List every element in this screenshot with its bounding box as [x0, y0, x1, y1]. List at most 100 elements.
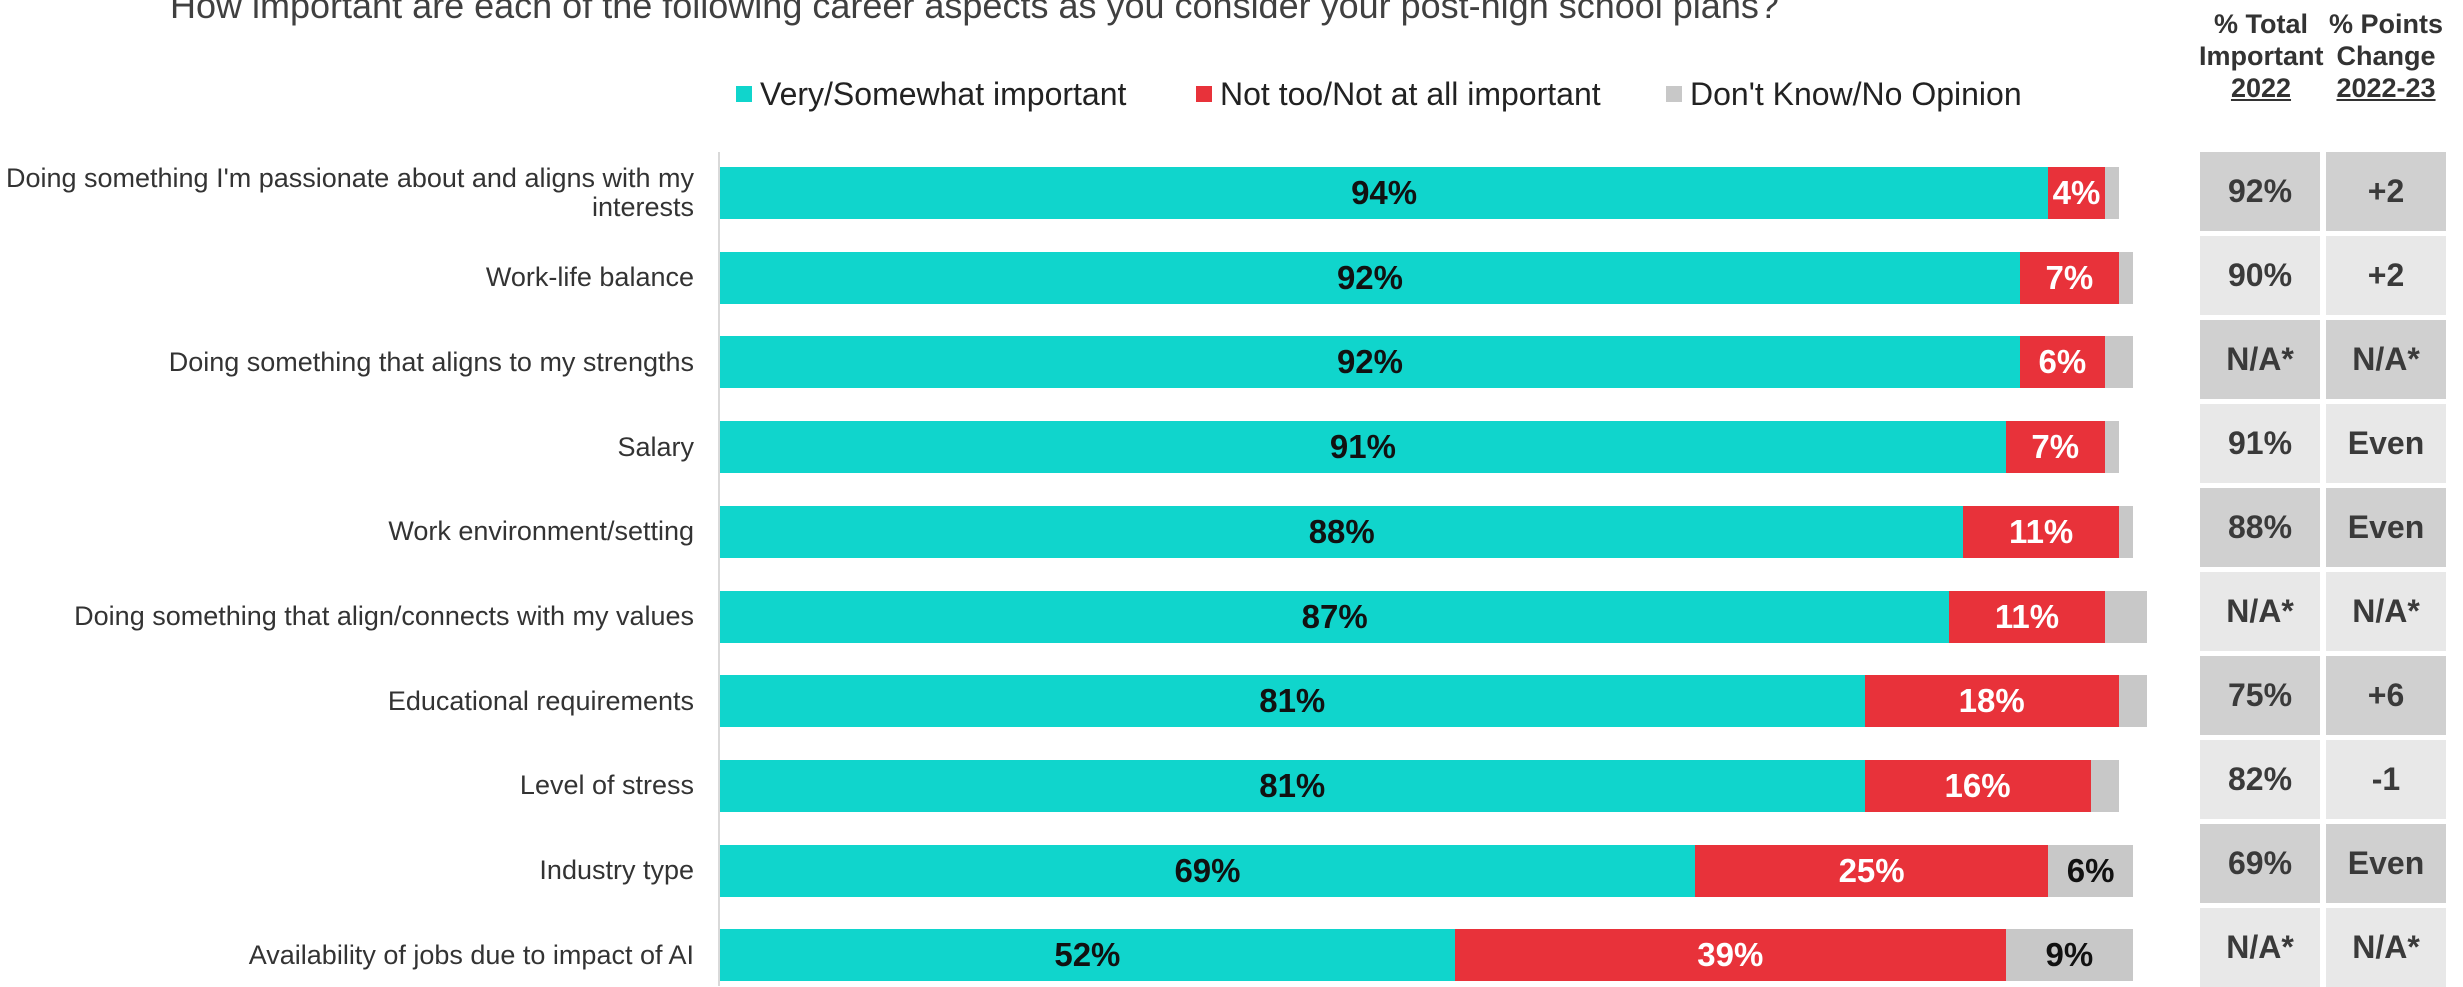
bar-segment-not-too-not-at-all-important-2 — [2019, 251, 2119, 304]
category-axis-line — [718, 152, 720, 986]
table-cell-change-10: N/A* — [2326, 908, 2446, 987]
data-label-very-somewhat-important-5: 88% — [1308, 512, 1375, 550]
bar-segment-don-t-know-no-opinion-6 — [2104, 590, 2148, 643]
data-label-very-somewhat-important-8: 81% — [1259, 766, 1326, 804]
bar-segment-not-too-not-at-all-important-1 — [2048, 167, 2105, 219]
data-label-not-too-not-at-all-important-8: 16% — [1944, 766, 2011, 804]
table-cell-total-2022-5: 88% — [2200, 488, 2320, 567]
bar-segment-not-too-not-at-all-important-7 — [1864, 675, 2119, 728]
data-label-not-too-not-at-all-important-10: 39% — [1697, 936, 1764, 974]
data-label-not-too-not-at-all-important-7: 18% — [1958, 682, 2025, 720]
table-cell-change-3: N/A* — [2326, 320, 2446, 399]
data-label-not-too-not-at-all-important-4: 7% — [2031, 428, 2080, 466]
data-label-not-too-not-at-all-important-3: 6% — [2038, 343, 2087, 381]
data-label-very-somewhat-important-1: 94% — [1351, 174, 1418, 211]
bar-segment-very-somewhat-important-8 — [720, 759, 1865, 812]
legend-label-not-important: Not too/Not at all important — [1220, 76, 1601, 112]
bar-segment-not-too-not-at-all-important-4 — [2005, 421, 2105, 474]
bar-segment-not-too-not-at-all-important-8 — [1864, 759, 2091, 812]
category-label-level-of-stress: Level of stress — [519, 770, 694, 801]
table-header-total-line2: Important — [2199, 41, 2324, 71]
data-label-not-too-not-at-all-important-5: 11% — [2009, 512, 2074, 550]
bar-segment-very-somewhat-important-7 — [720, 675, 1865, 728]
category-label-industry-type: Industry type — [539, 855, 694, 886]
table-cell-total-2022-3: N/A* — [2200, 320, 2320, 399]
bar-segment-not-too-not-at-all-important-6 — [1949, 590, 2105, 643]
legend-label-very-important: Very/Somewhat important — [760, 76, 1127, 112]
bar-segment-very-somewhat-important-5 — [720, 505, 1964, 558]
data-label-very-somewhat-important-7: 81% — [1259, 682, 1326, 720]
category-label-doing-something-that-aligns-to-my-streng: Doing something that aligns to my streng… — [168, 346, 694, 377]
table-cell-total-2022-6: N/A* — [2200, 572, 2320, 651]
table-header-change: % Points Change 2022-23 — [2324, 8, 2448, 104]
bar-segment-not-too-not-at-all-important-9 — [1694, 844, 2049, 897]
data-label-not-too-not-at-all-important-9: 25% — [1838, 851, 1905, 889]
bar-segment-don-t-know-no-opinion-2 — [2118, 251, 2133, 304]
bar-segment-very-somewhat-important-9 — [720, 844, 1695, 897]
data-label-very-somewhat-important-10: 52% — [1054, 936, 1121, 974]
table-cell-change-4: Even — [2326, 404, 2446, 483]
bar-segment-don-t-know-no-opinion-5 — [2118, 505, 2133, 558]
bar-segment-not-too-not-at-all-important-3 — [2019, 336, 2105, 389]
bar-segment-don-t-know-no-opinion-7 — [2118, 675, 2148, 728]
legend-item-very-important: Very/Somewhat important — [736, 76, 1126, 112]
legend-item-dont-know: Don't Know/No Opinion — [1666, 76, 2022, 112]
category-label-educational-requirements: Educational requirements — [387, 685, 694, 716]
bar-segment-not-too-not-at-all-important-5 — [1963, 505, 2119, 558]
bar-segment-don-t-know-no-opinion-8 — [2090, 759, 2119, 812]
bar-segment-don-t-know-no-opinion-9 — [2048, 844, 2133, 897]
bar-segment-don-t-know-no-opinion-10 — [2005, 929, 2133, 982]
bar-segment-very-somewhat-important-6 — [720, 590, 1950, 643]
table-cell-total-2022-10: N/A* — [2200, 908, 2320, 987]
table-cell-total-2022-7: 75% — [2200, 656, 2320, 735]
bar-segment-don-t-know-no-opinion-3 — [2104, 336, 2133, 389]
category-label-availability-of-jobs-due-to-impact-of-ai: Availability of jobs due to impact of AI — [248, 939, 694, 970]
data-label-very-somewhat-important-9: 69% — [1174, 851, 1241, 889]
category-label-work-environment-setting: Work environment/setting — [388, 516, 694, 547]
data-label-very-somewhat-important-3: 92% — [1336, 343, 1403, 381]
legend-swatch-not-important — [1196, 85, 1212, 102]
table-cell-total-2022-9: 69% — [2200, 824, 2320, 903]
bar-segment-very-somewhat-important-2 — [720, 251, 2020, 304]
table-header-total-line3: 2022 — [2230, 73, 2292, 103]
bar-segment-very-somewhat-important-1 — [720, 167, 2049, 219]
data-label-don-t-know-no-opinion-10: 9% — [2045, 936, 2094, 974]
data-label-very-somewhat-important-2: 92% — [1336, 258, 1403, 296]
data-label-very-somewhat-important-6: 87% — [1301, 597, 1368, 635]
bar-segment-very-somewhat-important-3 — [720, 336, 2020, 389]
data-label-not-too-not-at-all-important-6: 11% — [1994, 597, 2060, 635]
table-cell-change-6: N/A* — [2326, 572, 2446, 651]
table-cell-total-2022-8: 82% — [2200, 740, 2320, 819]
category-label-work-life-balance: Work-life balance — [485, 262, 694, 293]
legend-item-not-important: Not too/Not at all important — [1196, 76, 1601, 112]
data-label-don-t-know-no-opinion-9: 6% — [2066, 851, 2115, 889]
table-cell-change-2: +2 — [2326, 236, 2446, 315]
legend-swatch-very-important — [736, 85, 752, 102]
bar-segment-don-t-know-no-opinion-4 — [2104, 421, 2119, 474]
category-label-salary: Salary — [617, 431, 694, 462]
category-label-doing-something-that-align-connects-with: Doing something that align/connects with… — [74, 601, 694, 631]
table-cell-change-9: Even — [2326, 824, 2446, 903]
table-cell-total-2022-2: 90% — [2200, 236, 2320, 315]
table-cell-total-2022-4: 91% — [2200, 404, 2320, 483]
table-header-total-2022: % Total Important 2022 — [2199, 8, 2324, 104]
legend-swatch-dont-know — [1666, 85, 1682, 102]
chart-title: How important are each of the following … — [170, 0, 1779, 26]
bar-segment-not-too-not-at-all-important-10 — [1454, 929, 2006, 982]
table-header-total-line1: % Total — [2214, 9, 2308, 39]
legend-label-dont-know: Don't Know/No Opinion — [1690, 76, 2022, 112]
bar-segment-don-t-know-no-opinion-1 — [2104, 167, 2119, 219]
bar-segment-very-somewhat-important-10 — [720, 929, 1455, 982]
category-label-doing-something-i-m-passionate-about-and: Doing something I'm passionate about and… — [5, 163, 694, 222]
table-cell-change-7: +6 — [2326, 656, 2446, 735]
data-label-very-somewhat-important-4: 91% — [1329, 428, 1396, 466]
table-cell-change-8: -1 — [2326, 740, 2446, 819]
table-header-change-line2: Change — [2336, 41, 2436, 71]
table-cell-change-1: +2 — [2326, 152, 2446, 231]
bar-segment-very-somewhat-important-4 — [720, 421, 2006, 474]
table-cell-total-2022-1: 92% — [2200, 152, 2320, 231]
table-cell-change-5: Even — [2326, 488, 2446, 567]
data-label-not-too-not-at-all-important-1: 4% — [2052, 174, 2101, 211]
table-header-change-line3: 2022-23 — [2336, 73, 2436, 103]
data-label-not-too-not-at-all-important-2: 7% — [2045, 258, 2094, 296]
